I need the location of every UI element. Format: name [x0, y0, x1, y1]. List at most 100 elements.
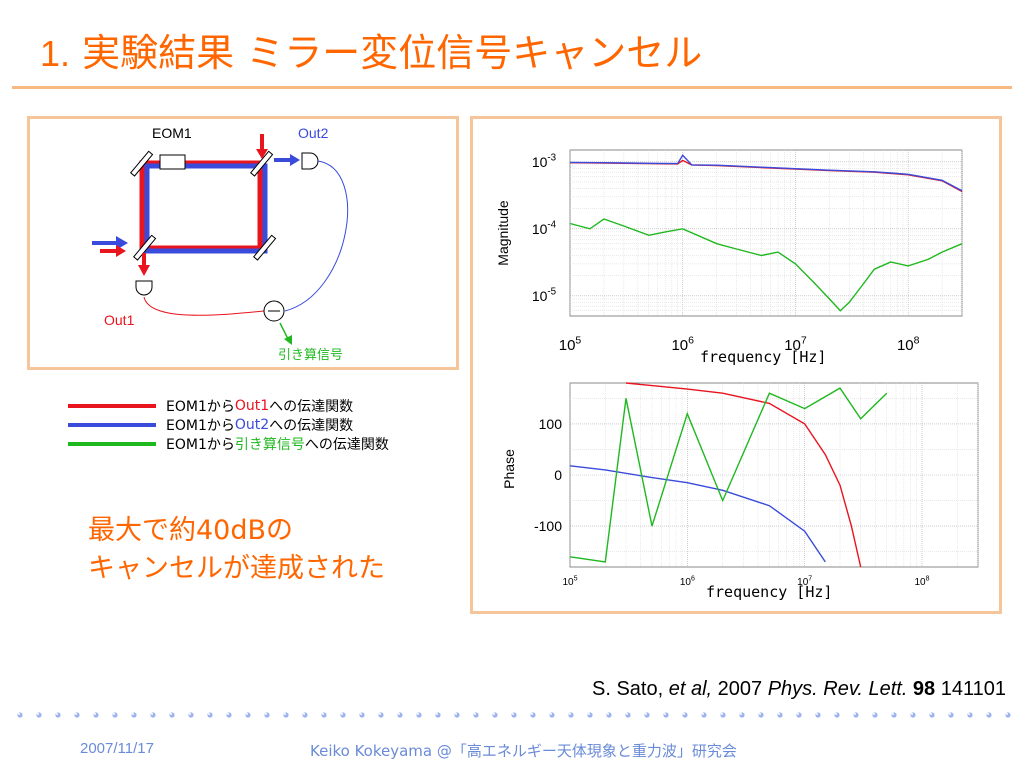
decorative-dot-highlight	[835, 713, 837, 715]
decorative-dot-highlight	[721, 713, 723, 715]
decorative-dot-highlight	[265, 713, 267, 715]
decorative-dot	[720, 712, 726, 718]
decorative-dot	[416, 712, 422, 718]
slide-title: 1. 実験結果 ミラー変位信号キャンセル	[40, 22, 702, 77]
decorative-dot	[454, 712, 460, 718]
footer-date: 2007/11/17	[80, 740, 154, 757]
legend-suffix: への伝達関数	[269, 398, 354, 415]
citation-etal: et al,	[668, 678, 713, 700]
citation-author: S. Sato,	[592, 678, 669, 700]
legend-suffix: への伝達関数	[304, 436, 389, 453]
decorative-dot-row	[17, 712, 1011, 718]
decorative-dot	[891, 712, 897, 718]
decorative-dot	[929, 712, 935, 718]
decorative-dot-highlight	[702, 713, 704, 715]
decorative-dot	[834, 712, 840, 718]
citation: S. Sato, et al, 2007 Phys. Rev. Lett. 98…	[592, 678, 1006, 701]
decorative-dot	[150, 712, 156, 718]
decorative-dot	[321, 712, 327, 718]
magnitude-series-2	[569, 218, 963, 312]
magnitude-ytick-label: 10-5	[532, 287, 557, 304]
decorative-dot	[36, 712, 42, 718]
decorative-dot-highlight	[208, 713, 210, 715]
decorative-dot	[777, 712, 783, 718]
decorative-dot-highlight	[512, 713, 514, 715]
magnitude-xtick-label: 105	[559, 334, 582, 354]
decorative-dot	[93, 712, 99, 718]
magnitude-xlabel: frequency [Hz]	[700, 348, 826, 366]
decorative-dot-highlight	[797, 713, 799, 715]
decorative-dot	[245, 712, 251, 718]
beam-path	[139, 160, 268, 254]
magnitude-xtick-label: 107	[784, 334, 807, 354]
decorative-dot-highlight	[493, 713, 495, 715]
citation-volume: 98	[907, 678, 936, 700]
decorative-dot	[530, 712, 536, 718]
mirrors	[129, 150, 277, 261]
title-divider	[12, 86, 1012, 89]
decorative-dot	[511, 712, 517, 718]
phase-xtick-label: 107	[797, 576, 812, 589]
phase-ylabel: Phase	[501, 449, 517, 489]
decorative-dot-highlight	[759, 713, 761, 715]
decorative-dot-highlight	[1006, 713, 1008, 715]
decorative-dot-highlight	[569, 713, 571, 715]
decorative-dot-highlight	[436, 713, 438, 715]
photodetector-out1	[135, 280, 153, 296]
decorative-dot-highlight	[189, 713, 191, 715]
decorative-dot	[701, 712, 707, 718]
legend-target: 引き算信号	[234, 436, 305, 453]
decorative-dot-highlight	[911, 713, 913, 715]
decorative-dot-highlight	[474, 713, 476, 715]
decorative-dot-highlight	[816, 713, 818, 715]
decorative-dot	[815, 712, 821, 718]
phase-ytick-label: 100	[539, 416, 563, 432]
phase-xtick-label: 108	[914, 576, 929, 589]
decorative-dot-highlight	[588, 713, 590, 715]
decorative-dot-highlight	[417, 713, 419, 715]
decorative-dot	[359, 712, 365, 718]
decorative-dot	[625, 712, 631, 718]
decorative-dot	[948, 712, 954, 718]
legend-item: EOM1から 引き算信号 への伝達関数	[68, 434, 389, 453]
decorative-dot-highlight	[56, 713, 58, 715]
decorative-dot	[967, 712, 973, 718]
magnitude-ytick-label: 10-3	[532, 153, 557, 170]
title-number: 1.	[40, 33, 71, 74]
citation-page: 141101	[935, 678, 1006, 700]
decorative-dot	[568, 712, 574, 718]
phase-ytick-label: 0	[554, 467, 562, 483]
decorative-dot	[169, 712, 175, 718]
decorative-dot	[397, 712, 403, 718]
footer-conference: Keiko Kokeyama @「高エネルギー天体現象と重力波」研究会	[310, 742, 737, 760]
decorative-dot-highlight	[968, 713, 970, 715]
decorative-dot-highlight	[94, 713, 96, 715]
magnitude-ytick-label: 10-4	[532, 220, 557, 237]
eom-label: EOM1	[152, 125, 192, 141]
phase-xtick-label: 106	[680, 576, 695, 589]
decorative-dot-highlight	[892, 713, 894, 715]
decorative-dot	[473, 712, 479, 718]
subtractor-output-arrow	[284, 335, 292, 345]
phase-chart: Phase 100 0 -100 105 106 107 108 frequency [H…	[501, 382, 979, 601]
photodetector-out2	[301, 152, 319, 170]
cable-out2	[284, 160, 349, 312]
legend-prefix: EOM1から	[166, 436, 235, 453]
decorative-dot-highlight	[930, 713, 932, 715]
magnitude-xtick-label: 106	[671, 334, 694, 354]
decorative-dot	[112, 712, 118, 718]
decorative-dot	[435, 712, 441, 718]
decorative-dot-highlight	[113, 713, 115, 715]
decorative-dot	[739, 712, 745, 718]
decorative-dot-highlight	[740, 713, 742, 715]
result-statement: 最大で約40dBの キャンセルが達成された	[88, 512, 385, 588]
decorative-dot	[264, 712, 270, 718]
decorative-dot-highlight	[170, 713, 172, 715]
charts-box: Magnitude 10-3 10-4 10-5 105 106 107 108 freq…	[470, 116, 1002, 614]
decorative-dot	[131, 712, 137, 718]
out1-label: Out1	[104, 312, 135, 328]
result-line-2: キャンセルが達成された	[88, 553, 385, 584]
decorative-dot	[796, 712, 802, 718]
citation-journal: Phys. Rev. Lett.	[767, 678, 908, 700]
title-text: 実験結果 ミラー変位信号キャンセル	[82, 31, 703, 75]
